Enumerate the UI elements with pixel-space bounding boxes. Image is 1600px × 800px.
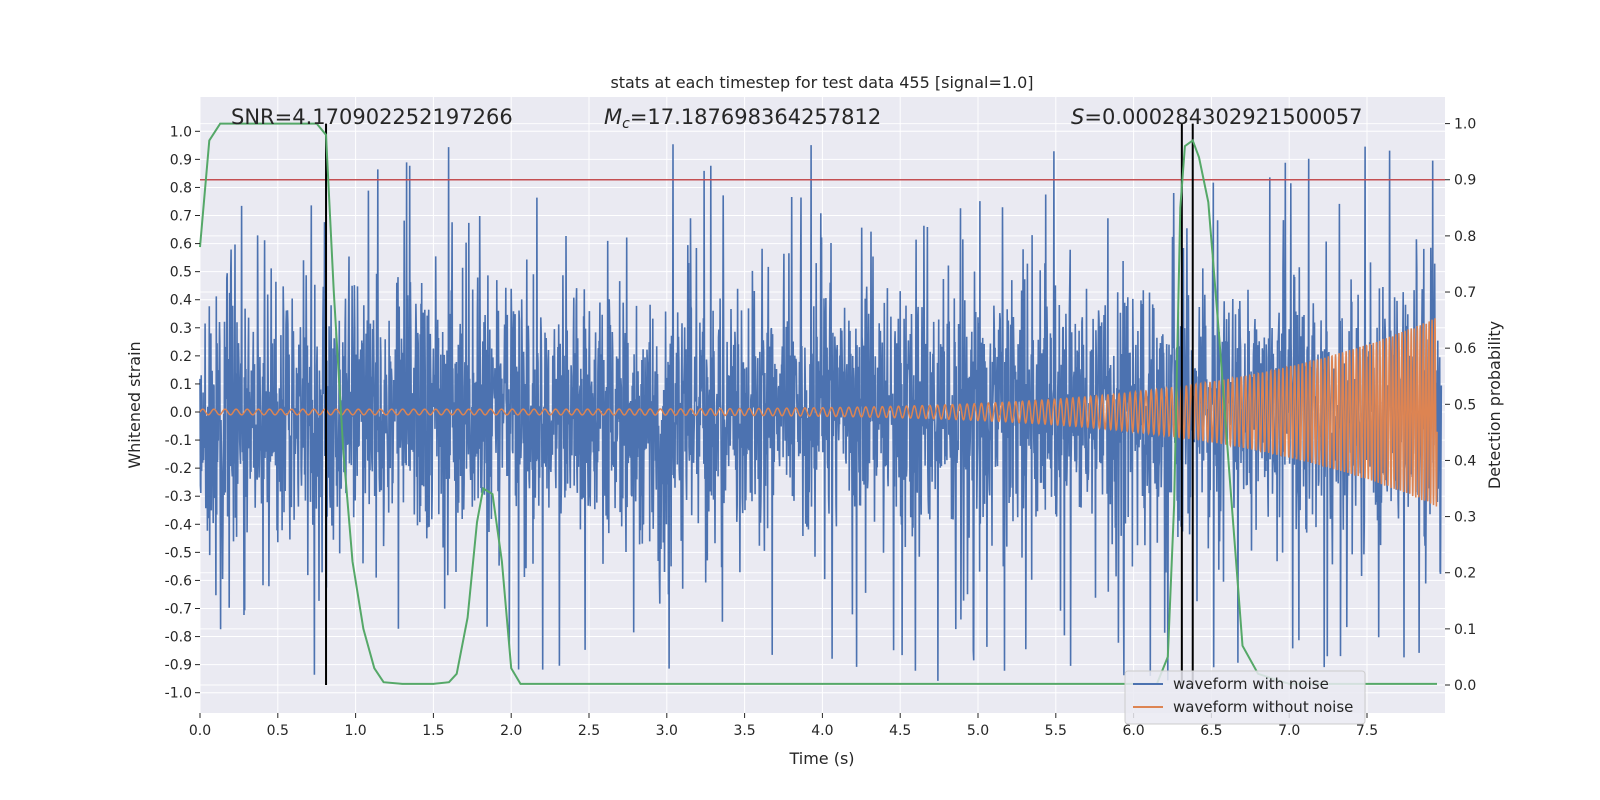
x-tick-label: 4.5	[889, 723, 911, 739]
y-tick-label: -0.2	[165, 461, 192, 477]
y-tick-label: 0.9	[170, 152, 192, 168]
legend: waveform with noise waveform without noi…	[1124, 670, 1366, 725]
y2-tick-label: 0.6	[1454, 341, 1476, 357]
noise-waveform-line	[199, 144, 1443, 681]
y2-tick-label: 0.2	[1454, 566, 1476, 582]
legend-box	[1124, 670, 1366, 725]
y2-tick-label: 0.1	[1454, 622, 1476, 638]
noise-waveform	[199, 144, 1443, 681]
mc-symbol: M	[604, 105, 622, 129]
y2-tick-label: 0.8	[1454, 229, 1476, 245]
x-axis-ticks: 0.0 0.5 1.0 1.5 2.0 2.5 3.0 3.5 4.0 4.5 5.0 5.5 6.0 6…	[189, 713, 1378, 739]
y-tick-label: 0.5	[170, 265, 192, 281]
y2-tick-label: 0.3	[1454, 510, 1476, 526]
y-tick-label: -0.7	[165, 601, 192, 617]
y2-axis-label: Detection probability	[1485, 321, 1504, 489]
y2-axis-ticks: 0.0 0.1 0.2 0.3 0.4 0.5 0.6 0.7 0.8 0.9 1.0	[1445, 117, 1476, 694]
legend-label-clean: waveform without noise	[1173, 698, 1353, 716]
snr-annotation: SNR=4.170902252197266	[231, 105, 513, 129]
x-tick-label: 5.0	[967, 723, 989, 739]
y-tick-label: -1.0	[165, 686, 192, 702]
y2-tick-label: 0.4	[1454, 453, 1476, 469]
mc-subscript: c	[622, 116, 630, 132]
detection-probability-line	[199, 122, 1437, 685]
y2-tick-label: 0.7	[1454, 285, 1476, 301]
y-axis-label: Whitened strain	[125, 341, 144, 468]
clean-waveform-line	[199, 318, 1438, 507]
x-tick-label: 3.5	[733, 723, 755, 739]
x-tick-label: 3.0	[656, 723, 678, 739]
x-tick-label: 2.5	[578, 723, 600, 739]
legend-label-noise: waveform with noise	[1173, 675, 1329, 693]
y-tick-label: -0.9	[165, 658, 192, 674]
y2-tick-label: 1.0	[1454, 117, 1476, 133]
y-tick-label: 0.7	[170, 209, 192, 225]
y-tick-label: 1.0	[170, 124, 192, 140]
vertical-markers	[325, 123, 1194, 685]
detection-probability	[199, 122, 1437, 685]
x-tick-label: 2.0	[500, 723, 522, 739]
y-tick-label: 0.2	[170, 349, 192, 365]
y-tick-label: 0.3	[170, 321, 192, 337]
x-axis-label: Time (s)	[788, 749, 854, 768]
y-tick-label: -0.5	[165, 545, 192, 561]
y-tick-label: -0.1	[165, 433, 192, 449]
y2-tick-label: 0.5	[1454, 397, 1476, 413]
y-tick-label: 0.1	[170, 377, 192, 393]
y2-tick-label: 0.9	[1454, 173, 1476, 189]
s-value: =0.000284302921500057	[1084, 105, 1362, 129]
y-tick-label: -0.3	[165, 489, 192, 505]
y-tick-label: 0.4	[170, 293, 192, 309]
clean-waveform	[199, 318, 1438, 507]
x-tick-label: 1.5	[422, 723, 444, 739]
x-tick-label: 1.0	[344, 723, 366, 739]
chart-title: stats at each timestep for test data 455…	[610, 73, 1033, 92]
x-tick-label: 6.0	[1122, 723, 1144, 739]
chirp-mass-annotation: Mc=17.187698364257812	[604, 105, 881, 132]
y-tick-label: -0.8	[165, 630, 192, 646]
y-axis-ticks: -1.0 -0.9 -0.8 -0.7 -0.6 -0.5 -0.4 -0.3 -0.2 -0.1…	[165, 124, 200, 702]
y-tick-label: -0.4	[165, 517, 192, 533]
y-tick-label: 0.8	[170, 180, 192, 196]
s-annotation: S=0.000284302921500057	[1071, 105, 1362, 129]
x-tick-label: 4.0	[811, 723, 833, 739]
x-tick-label: 7.0	[1278, 723, 1300, 739]
y2-tick-label: 0.0	[1454, 678, 1476, 694]
y-tick-label: 0.0	[170, 405, 192, 421]
mc-value: =17.187698364257812	[630, 105, 881, 129]
y-tick-label: -0.6	[165, 573, 192, 589]
x-tick-label: 6.5	[1200, 723, 1222, 739]
x-tick-label: 5.5	[1045, 723, 1067, 739]
s-symbol: S	[1071, 105, 1084, 129]
x-tick-label: 0.5	[267, 723, 289, 739]
x-tick-label: 0.0	[189, 723, 211, 739]
x-tick-label: 7.5	[1356, 723, 1378, 739]
y-tick-label: 0.6	[170, 237, 192, 253]
